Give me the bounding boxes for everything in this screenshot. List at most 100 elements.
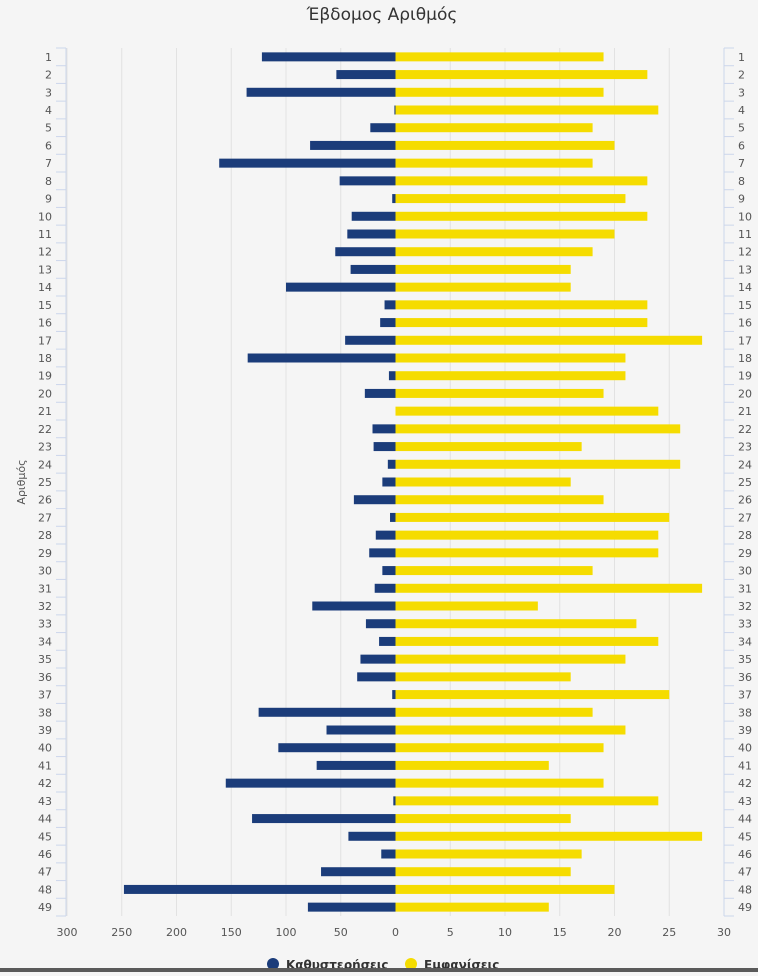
bar-delays[interactable] [350, 264, 396, 274]
bar-appearances[interactable] [395, 495, 604, 505]
bar-delays[interactable] [286, 282, 396, 292]
bar-appearances[interactable] [395, 87, 604, 97]
bar-delays[interactable] [261, 52, 396, 62]
bar-appearances[interactable] [395, 406, 659, 416]
bar-appearances[interactable] [395, 247, 593, 257]
bar-appearances[interactable] [395, 194, 626, 204]
bar-appearances[interactable] [395, 849, 582, 859]
bar-appearances[interactable] [395, 884, 615, 894]
bar-delays[interactable] [278, 743, 396, 753]
bar-delays[interactable] [351, 211, 396, 221]
bar-delays[interactable] [347, 229, 396, 239]
category-label-right: 40 [738, 742, 752, 755]
bar-delays[interactable] [247, 353, 396, 363]
bar-delays[interactable] [225, 778, 396, 788]
bar-delays[interactable] [252, 814, 396, 824]
bar-appearances[interactable] [395, 814, 571, 824]
bar-appearances[interactable] [395, 690, 670, 700]
bar-delays[interactable] [336, 70, 396, 80]
bar-appearances[interactable] [395, 300, 648, 310]
bar-appearances[interactable] [395, 548, 659, 558]
bar-delays[interactable] [335, 247, 396, 257]
bar-delays[interactable] [360, 654, 396, 664]
bar-delays[interactable] [326, 725, 396, 735]
bar-delays[interactable] [370, 123, 396, 133]
bar-delays[interactable] [316, 760, 396, 770]
bar-delays[interactable] [382, 566, 396, 576]
bar-delays[interactable] [379, 636, 396, 646]
bar-appearances[interactable] [395, 442, 582, 452]
bar-delays[interactable] [339, 176, 396, 186]
bar-delays[interactable] [353, 495, 396, 505]
bar-appearances[interactable] [395, 264, 571, 274]
bar-appearances[interactable] [395, 229, 615, 239]
bar-appearances[interactable] [395, 725, 626, 735]
bar-appearances[interactable] [395, 530, 659, 540]
bar-delays[interactable] [123, 884, 396, 894]
bar-appearances[interactable] [395, 654, 626, 664]
bar-delays[interactable] [364, 388, 396, 398]
bar-appearances[interactable] [395, 424, 681, 434]
bar-delays[interactable] [374, 583, 396, 593]
bar-delays[interactable] [365, 619, 396, 629]
bar-appearances[interactable] [395, 566, 593, 576]
bar-appearances[interactable] [395, 371, 626, 381]
category-label-left: 45 [38, 830, 52, 843]
bar-appearances[interactable] [395, 636, 659, 646]
bar-delays[interactable] [258, 707, 396, 717]
bar-delays[interactable] [380, 318, 396, 328]
bar-appearances[interactable] [395, 707, 593, 717]
bar-delays[interactable] [310, 140, 396, 150]
bar-delays[interactable] [369, 548, 396, 558]
bar-appearances[interactable] [395, 867, 571, 877]
bar-appearances[interactable] [395, 831, 703, 841]
bar-appearances[interactable] [395, 583, 703, 593]
bar-appearances[interactable] [395, 158, 593, 168]
bar-appearances[interactable] [395, 760, 549, 770]
bar-delays[interactable] [375, 530, 396, 540]
bar-delays[interactable] [219, 158, 396, 168]
bar-delays[interactable] [321, 867, 396, 877]
bar-delays[interactable] [372, 424, 396, 434]
bar-appearances[interactable] [395, 459, 681, 469]
bar-appearances[interactable] [395, 70, 648, 80]
bar-appearances[interactable] [395, 672, 571, 682]
bar-delays[interactable] [312, 601, 396, 611]
bar-delays[interactable] [390, 512, 396, 522]
bar-appearances[interactable] [395, 318, 648, 328]
bar-delays[interactable] [373, 442, 396, 452]
bar-delays[interactable] [345, 335, 396, 345]
bar-appearances[interactable] [395, 211, 648, 221]
bar-appearances[interactable] [395, 796, 659, 806]
bar-delays[interactable] [246, 87, 396, 97]
bar-delays[interactable] [393, 796, 396, 806]
bar-appearances[interactable] [395, 52, 604, 62]
bar-appearances[interactable] [395, 123, 593, 133]
bar-appearances[interactable] [395, 477, 571, 487]
bar-appearances[interactable] [395, 176, 648, 186]
bar-delays[interactable] [392, 194, 396, 204]
bar-appearances[interactable] [395, 512, 670, 522]
bar-appearances[interactable] [395, 140, 615, 150]
category-label-left: 23 [38, 441, 52, 454]
bar-delays[interactable] [384, 300, 396, 310]
bar-delays[interactable] [382, 477, 396, 487]
bar-appearances[interactable] [395, 743, 604, 753]
bar-appearances[interactable] [395, 335, 703, 345]
bar-delays[interactable] [381, 849, 396, 859]
bar-appearances[interactable] [395, 902, 549, 912]
bar-delays[interactable] [307, 902, 396, 912]
bar-delays[interactable] [388, 371, 396, 381]
bar-appearances[interactable] [395, 282, 571, 292]
bar-appearances[interactable] [395, 353, 626, 363]
bar-delays[interactable] [392, 690, 396, 700]
bar-appearances[interactable] [395, 105, 659, 115]
bar-appearances[interactable] [395, 778, 604, 788]
bar-delays[interactable] [387, 459, 396, 469]
bar-appearances[interactable] [395, 601, 538, 611]
bar-delays[interactable] [394, 105, 396, 115]
bar-appearances[interactable] [395, 388, 604, 398]
bar-delays[interactable] [357, 672, 396, 682]
bar-appearances[interactable] [395, 619, 637, 629]
bar-delays[interactable] [348, 831, 396, 841]
